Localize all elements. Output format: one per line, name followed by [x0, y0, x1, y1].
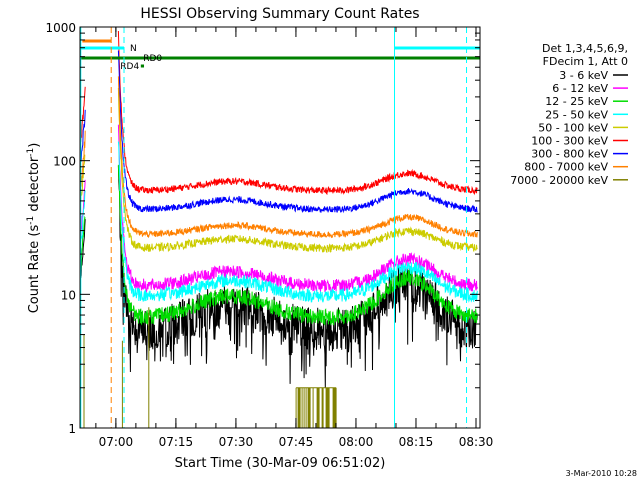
x-tick-label: 08:30	[459, 435, 494, 449]
series-early-7	[80, 130, 86, 188]
plot-frame	[79, 26, 481, 429]
x-axis-label: Start Time (30-Mar-09 06:51:02)	[175, 456, 386, 471]
marker-layer	[80, 27, 468, 428]
y-tick-label: 100	[53, 155, 76, 169]
x-tick-label: 07:30	[219, 435, 254, 449]
legend-label-2: 12 - 25 keV	[545, 95, 608, 108]
flag-label-rd0: RD0	[143, 54, 162, 64]
y-axis-label-mid: detector	[27, 156, 42, 216]
legend-label-8: 7000 - 20000 keV	[510, 174, 608, 187]
x-tick-label: 07:15	[159, 435, 194, 449]
x-tick-label: 07:00	[99, 435, 134, 449]
footer-date: 3-Mar-2010 10:28	[566, 469, 637, 478]
legend-header-1: Det 1,3,4,5,6,9,	[542, 42, 628, 55]
series-line-4	[117, 87, 478, 253]
legend-label-1: 6 - 12 keV	[552, 82, 608, 95]
y-axis-label-sup1: -1	[26, 216, 36, 225]
legend-label-0: 3 - 6 keV	[559, 69, 608, 82]
series-early-4	[80, 154, 86, 201]
y-tick-label: 1000	[45, 21, 76, 35]
series-line-7	[117, 76, 478, 239]
flag-label-n: N	[130, 44, 137, 54]
legend-label-4: 50 - 100 keV	[538, 121, 608, 134]
y-axis-label-main: Count Rate (s	[27, 225, 42, 314]
series-line-3	[117, 141, 478, 303]
series-early-5	[80, 86, 86, 142]
y-axis-label-end: )	[27, 143, 42, 148]
legend-label-6: 300 - 800 keV	[531, 148, 608, 161]
series-line-1	[117, 124, 478, 294]
y-axis-label: Count Rate (s-1 detector-1)	[26, 143, 42, 314]
legend-header-2: FDecim 1, Att 0	[543, 55, 628, 68]
legend-label-7: 800 - 7000 keV	[524, 161, 608, 174]
flag-label-rd4: RD4	[120, 62, 139, 72]
x-tick-label: 08:00	[339, 435, 374, 449]
flag-layer: N RD0 RD4	[80, 39, 480, 72]
legend-label-3: 25 - 50 keV	[545, 108, 608, 121]
series-line-0	[117, 165, 478, 388]
series-line-5	[117, 30, 478, 196]
axes-layer: 1 10 100 1000 07:00 07:15 07:30 07:45 08:00 08:15…	[45, 21, 493, 449]
x-tick-label: 08:15	[399, 435, 434, 449]
chart-title: HESSI Observing Summary Count Rates	[140, 6, 419, 22]
x-tick-label: 07:45	[279, 435, 314, 449]
series-early-6	[80, 109, 86, 162]
y-tick-label: 10	[61, 288, 76, 302]
y-axis-label-sup2: -1	[26, 148, 36, 157]
series-line-6	[117, 50, 478, 214]
legend-label-5: 100 - 300 keV	[531, 135, 608, 148]
series-line-8	[83, 307, 337, 428]
series-line-2	[117, 164, 478, 326]
y-tick-label: 1	[68, 422, 76, 436]
series-early-3	[80, 190, 86, 242]
